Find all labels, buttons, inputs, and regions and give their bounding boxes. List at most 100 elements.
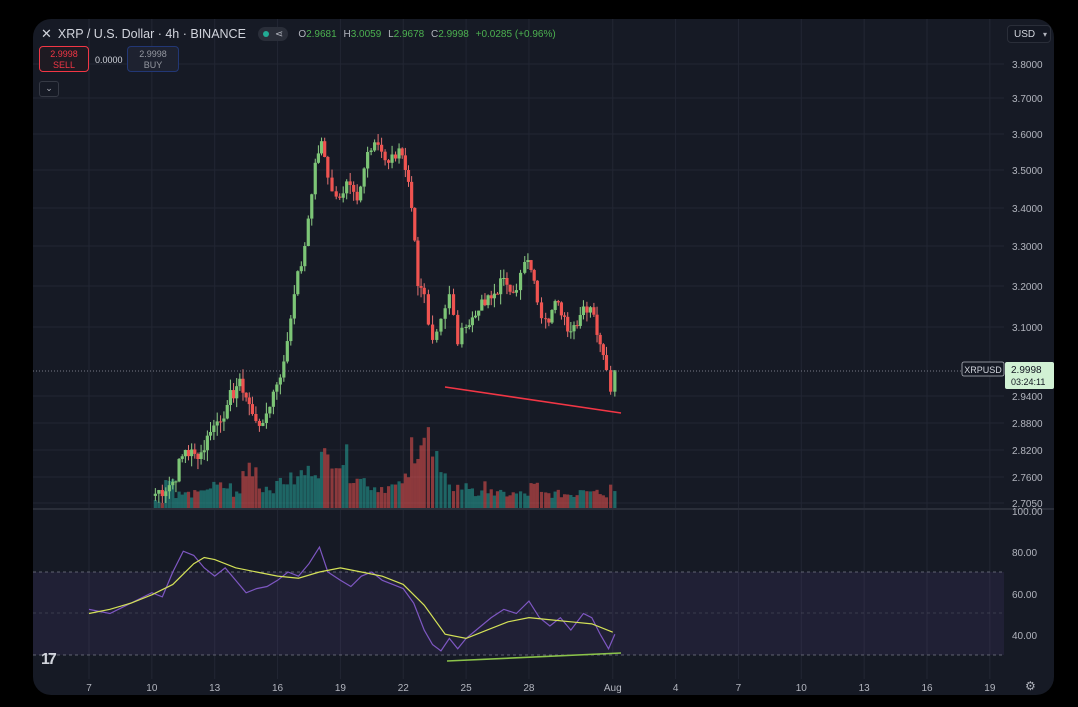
rsi-trendline[interactable] [446, 652, 622, 662]
candle-body [282, 361, 286, 378]
candle-body [222, 418, 226, 422]
volume-bar [261, 492, 265, 508]
candle-body [345, 181, 349, 194]
time-tick-label: 4 [673, 683, 679, 694]
candle-body [439, 318, 443, 332]
volume-bar [183, 492, 187, 508]
time-tick-label: Aug [604, 683, 622, 694]
chart-canvas[interactable]: 3.8000 3.7000 3.6000 3.5000 3.4000 3.3000 3.20… [33, 19, 1054, 695]
volume-bar [366, 486, 370, 508]
volume-bar [460, 489, 464, 508]
volume-bar [480, 490, 484, 508]
currency-label: USD [1014, 29, 1036, 40]
volume-bar [215, 484, 219, 508]
candle-body [410, 181, 414, 208]
tradingview-logo[interactable]: 17 [41, 651, 57, 668]
high-label: H [343, 28, 351, 40]
symbol-title[interactable]: XRP / U.S. Dollar · 4h · BINANCE [57, 27, 246, 41]
volume-bar [352, 483, 356, 508]
candle-body [511, 291, 515, 293]
price-tick-label: 3.6000 [1012, 130, 1043, 141]
candle-body [186, 450, 191, 457]
price-trendline[interactable] [444, 386, 622, 414]
currency-select[interactable]: USD ▾ [1007, 25, 1051, 43]
volume-bar [373, 487, 377, 508]
volume-bar [595, 489, 599, 508]
candle-body [480, 299, 484, 311]
time-tick-label: 13 [859, 683, 871, 694]
candle-body [164, 491, 168, 497]
price-axis[interactable]: 3.8000 3.7000 3.6000 3.5000 3.4000 3.3000 3.20… [1012, 60, 1043, 510]
volume-bar [511, 492, 515, 508]
volume-bar [244, 476, 248, 508]
time-tick-label: 10 [796, 683, 808, 694]
volume-bar [393, 484, 398, 508]
candle-body [376, 142, 380, 145]
rsi-lines [88, 545, 616, 652]
volume-bar [559, 497, 564, 508]
volume-bar [483, 481, 487, 508]
volume-bar [296, 476, 300, 508]
volume-bar [532, 483, 536, 508]
volume-bar [177, 491, 181, 508]
candle-body [467, 325, 471, 327]
candle-body [193, 449, 197, 454]
candle-body [306, 218, 310, 246]
candle-body [199, 452, 203, 459]
volume-bar [153, 500, 157, 508]
candle-body [244, 392, 248, 398]
volume-bar [190, 497, 194, 508]
candle-body [514, 290, 518, 293]
candle-body [575, 325, 579, 327]
volume-bar [282, 484, 286, 508]
volume-bar [535, 482, 539, 508]
volume-bar [390, 484, 394, 508]
candle-body [205, 435, 209, 451]
volume-bar [275, 480, 279, 508]
buy-button[interactable]: 2.9998 BUY [127, 46, 179, 72]
candles [153, 134, 617, 503]
candle-body [544, 318, 548, 320]
volume-bar [362, 478, 366, 508]
candle-body [341, 193, 345, 198]
volume-bar [196, 491, 200, 508]
candle-body [278, 377, 282, 385]
candle-body [473, 315, 478, 318]
volume-bar [598, 494, 602, 508]
candle-body [212, 425, 216, 432]
candle-body [275, 384, 279, 392]
share-icon[interactable]: ⋖ [274, 28, 284, 40]
gear-icon[interactable]: ⚙ [1025, 679, 1036, 693]
volume-bar [285, 484, 289, 508]
price-tick-label: 2.8200 [1012, 446, 1043, 457]
candle-body [416, 240, 420, 286]
candle-body [422, 287, 426, 295]
volume-bar [241, 471, 245, 508]
volume-bar [562, 494, 567, 508]
sell-button[interactable]: 2.9998 SELL [39, 46, 89, 72]
candle-body [456, 314, 460, 345]
candle-body [296, 271, 300, 295]
candle-body [177, 458, 181, 482]
status-pill[interactable]: ⋖ [257, 27, 289, 41]
candle-body [508, 284, 512, 292]
rsi-axis[interactable]: 100.00 80.00 60.00 40.00 [1012, 507, 1043, 642]
volume-bar [326, 454, 330, 508]
legend-header: ✕ XRP / U.S. Dollar · 4h · BINANCE ⋖ O2.… [41, 26, 560, 42]
volume-bar [369, 490, 373, 508]
open-value: 2.9681 [306, 28, 337, 40]
chevron-down-icon[interactable]: ⌄ [39, 81, 59, 97]
volume-bar [613, 491, 617, 508]
candle-body [352, 184, 356, 192]
sell-price: 2.9998 [50, 49, 78, 59]
close-icon[interactable]: ✕ [41, 26, 52, 41]
volume-bar [553, 491, 557, 508]
candle-body [523, 262, 527, 273]
volume-bar [477, 495, 481, 508]
candle-body [532, 270, 536, 281]
time-axis[interactable]: 7 10 13 16 19 22 25 28 Aug 4 7 10 13 16 19 [86, 683, 996, 694]
volume-bar [601, 495, 605, 508]
volume-bar [539, 491, 544, 508]
volume-bar [604, 497, 609, 508]
volume-bar [289, 472, 293, 508]
